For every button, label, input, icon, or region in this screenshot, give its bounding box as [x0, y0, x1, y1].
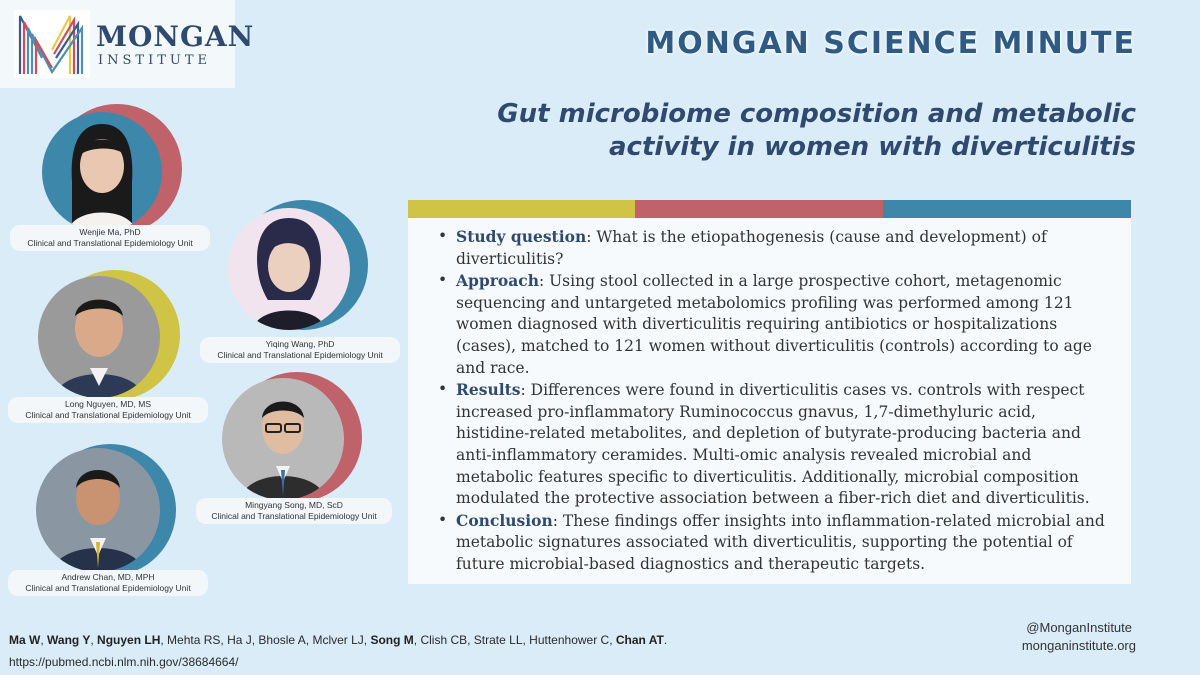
summary-text: : Differences were found in diverticulit… — [456, 381, 1090, 508]
portrait-photo — [42, 112, 162, 232]
article-title: Gut microbiome composition and metabolic… — [496, 98, 1136, 164]
person-caption: Long Nguyen, MD, MS Clinical and Transla… — [8, 397, 208, 423]
author-bold: Wang Y — [47, 633, 91, 647]
person-caption: Yiqing Wang, PhD Clinical and Translatio… — [200, 337, 400, 363]
person-caption: Mingyang Song, MD, ScD Clinical and Tran… — [196, 498, 392, 524]
pubmed-link[interactable]: https://pubmed.ncbi.nlm.nih.gov/38684664… — [9, 655, 239, 669]
person-silhouette-icon — [68, 124, 136, 232]
summary-text: : Using stool collected in a large prosp… — [456, 272, 1092, 377]
person-caption: Wenjie Ma, PhD Clinical and Translationa… — [10, 225, 210, 251]
person-unit: Clinical and Translational Epidemiology … — [25, 410, 191, 420]
person-name: Long Nguyen, MD, MS — [65, 399, 151, 409]
summary-list: Study question: What is the etiopathogen… — [436, 226, 1109, 576]
person-unit: Clinical and Translational Epidemiology … — [217, 350, 383, 360]
summary-item-approach: Approach: Using stool collected in a lar… — [436, 270, 1109, 379]
author-list: , Mehta RS, Ha J, Bhosle A, Mclver LJ, — [160, 633, 371, 647]
person-silhouette-icon — [252, 218, 326, 330]
summary-label: Approach — [456, 271, 539, 291]
portrait-photo — [36, 448, 160, 572]
person-unit: Clinical and Translational Epidemiology … — [211, 511, 377, 521]
author-bold: Nguyen LH — [97, 633, 161, 647]
summary-box: Study question: What is the etiopathogen… — [408, 218, 1131, 584]
person-unit: Clinical and Translational Epidemiology … — [25, 583, 191, 593]
summary-label: Conclusion — [456, 510, 553, 530]
summary-item-study-question: Study question: What is the etiopathogen… — [436, 226, 1109, 270]
website-link[interactable]: monganinstitute.org — [1021, 638, 1136, 653]
author-end: . — [663, 633, 668, 647]
author-separator: , — [90, 633, 98, 647]
portrait-photo — [222, 378, 344, 500]
author-bold: Ma W — [9, 633, 41, 647]
summary-label: Results — [456, 380, 521, 400]
author-list: , Clish CB, Strate LL, Huttenhower C, — [413, 633, 616, 647]
summary-item-results: Results: Differences were found in diver… — [436, 379, 1109, 510]
author-bold: Song M — [370, 633, 414, 647]
citation: Ma W, Wang Y, Nguyen LH, Mehta RS, Ha J,… — [9, 633, 667, 647]
person-name: Andrew Chan, MD, MPH — [61, 572, 155, 582]
social-handle: @MonganInstitute — [1026, 620, 1132, 635]
logo-name-top: MONGAN — [96, 20, 255, 53]
author-separator: , — [40, 633, 48, 647]
summary-label: Study question — [456, 227, 587, 246]
person-silhouette-icon — [54, 299, 144, 398]
person-unit: Clinical and Translational Epidemiology … — [27, 238, 193, 248]
mongan-m-logo-icon — [14, 10, 90, 78]
article-title-line-1: Gut microbiome composition and metabolic — [497, 99, 1136, 129]
person-name: Wenjie Ma, PhD — [79, 227, 141, 237]
author-bold: Chan AT — [615, 633, 664, 647]
portrait-photo — [228, 208, 350, 330]
summary-item-conclusion: Conclusion: These findings offer insight… — [436, 510, 1109, 576]
person-name: Yiqing Wang, PhD — [265, 339, 335, 349]
person-name: Mingyang Song, MD, ScD — [245, 500, 343, 510]
color-bar-blue — [883, 200, 1131, 218]
color-bar — [408, 200, 1131, 218]
color-bar-yellow — [408, 200, 635, 218]
portrait-photo — [38, 276, 160, 398]
summary-text: : These findings offer insights into inf… — [456, 511, 1105, 573]
summary-text: : What is the etiopathogenesis (cause an… — [456, 228, 1047, 268]
page-title: MONGAN SCIENCE MINUTE — [645, 26, 1136, 61]
color-bar-red — [635, 200, 883, 218]
article-title-line-2: activity in women with diverticulitis — [609, 132, 1136, 162]
person-caption: Andrew Chan, MD, MPH Clinical and Transl… — [8, 570, 208, 596]
person-silhouette-icon — [52, 470, 144, 572]
person-silhouette-icon — [240, 401, 326, 500]
logo-name-bottom: INSTITUTE — [98, 53, 212, 68]
logo: MONGAN INSTITUTE — [0, 0, 253, 88]
